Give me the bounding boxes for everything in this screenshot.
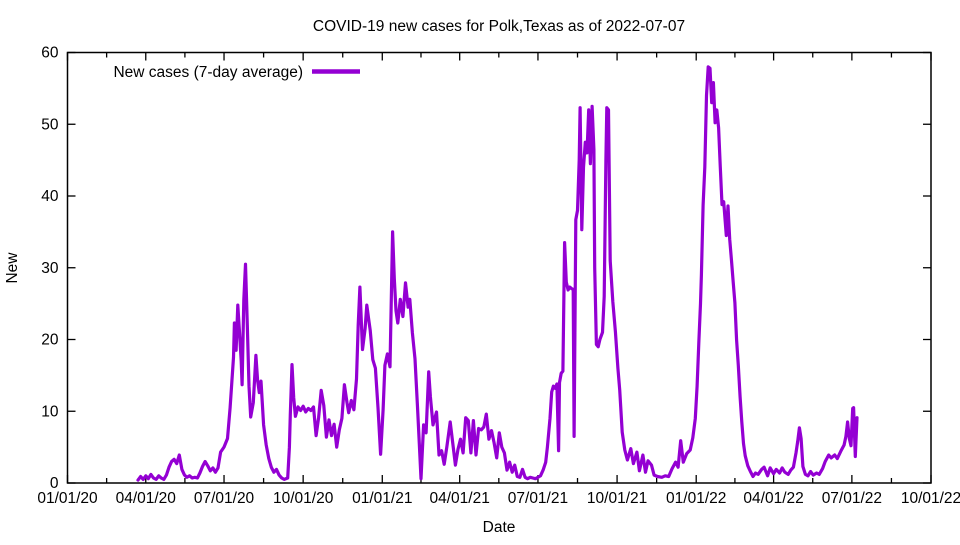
y-tick-label: 60 <box>41 45 59 62</box>
legend: New cases (7-day average) <box>113 64 360 81</box>
x-tick-label: 01/01/21 <box>352 490 412 507</box>
plot-border <box>66 51 932 484</box>
chart-title: COVID-19 new cases for Polk,Texas as of … <box>313 18 685 35</box>
x-tick-label: 04/01/22 <box>743 490 803 507</box>
x-tick-label: 07/01/21 <box>508 490 568 507</box>
x-tick-label: 10/01/20 <box>273 490 334 507</box>
y-tick-label: 0 <box>50 475 59 492</box>
x-axis-title: Date <box>483 519 516 536</box>
series-line-new-cases <box>136 65 859 482</box>
y-axis-ticks: 0 10 20 30 40 50 60 <box>41 45 931 492</box>
x-tick-label: 04/01/21 <box>430 490 490 507</box>
y-tick-label: 50 <box>41 116 59 133</box>
legend-label: New cases (7-day average) <box>113 64 303 81</box>
x-tick-label: 07/01/20 <box>194 490 255 507</box>
y-tick-label: 20 <box>41 332 59 349</box>
x-tick-label: 10/01/21 <box>587 490 647 507</box>
x-tick-label: 01/01/22 <box>666 490 726 507</box>
y-tick-label: 40 <box>41 188 59 205</box>
x-tick-label: 10/01/22 <box>901 490 960 507</box>
x-tick-label: 01/01/20 <box>37 490 98 507</box>
x-tick-label: 04/01/20 <box>116 490 177 507</box>
y-tick-label: 30 <box>41 260 59 277</box>
y-tick-label: 10 <box>41 403 59 420</box>
y-axis-title: New <box>4 252 21 284</box>
x-tick-label: 07/01/22 <box>822 490 882 507</box>
